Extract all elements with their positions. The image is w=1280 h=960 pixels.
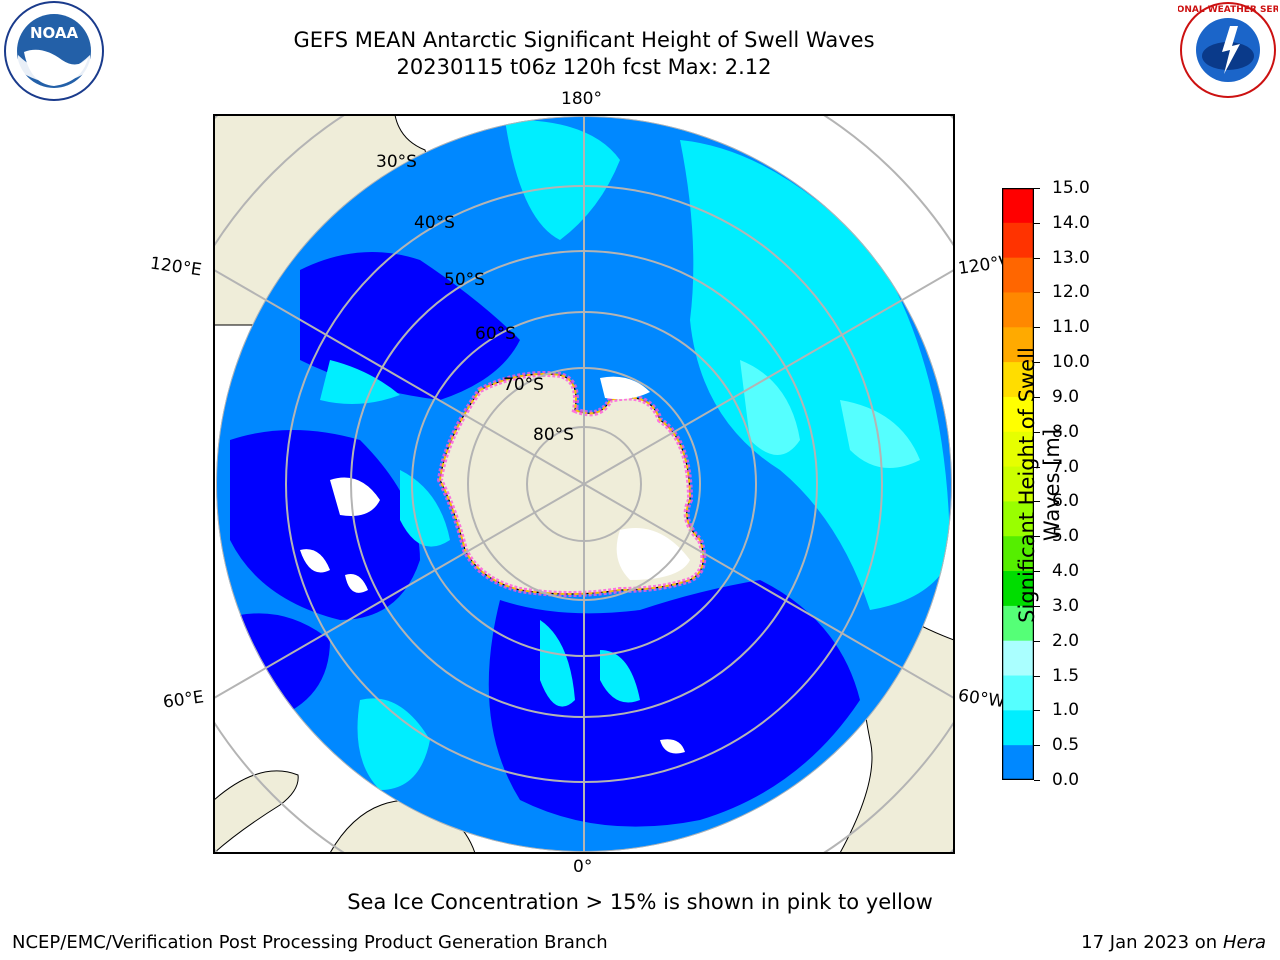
colorbar-tick-label: 12.0 (1052, 282, 1090, 303)
chart-title: GEFS MEAN Antarctic Significant Height o… (293, 28, 875, 52)
colorbar-segment (1002, 571, 1034, 607)
colorbar-segment (1002, 257, 1034, 293)
colorbar-segment (1002, 222, 1034, 259)
svg-text:NATIONAL WEATHER SERVICE: NATIONAL WEATHER SERVICE (1178, 5, 1278, 15)
colorbar-tick-label: 13.0 (1052, 247, 1090, 268)
colorbar-segment (1002, 605, 1034, 642)
colorbar-tick-mark (1034, 396, 1040, 398)
colorbar-tick-mark (1034, 710, 1040, 712)
sea-ice-fringe (438, 373, 705, 595)
colorbar-segment (1002, 640, 1034, 677)
colorbar-tick-label: 14.0 (1052, 212, 1090, 233)
colorbar-tick-mark (1034, 466, 1040, 468)
colorbar-tick-label: 7.0 (1052, 456, 1080, 477)
colorbar-tick-mark (1034, 675, 1040, 677)
colorbar-tick-label: 10.0 (1052, 352, 1090, 373)
moderate-swell-region (505, 119, 620, 240)
colorbar-segment (1002, 710, 1034, 746)
lat-label-60s: 60°S (475, 324, 516, 344)
colorbar-segment (1002, 327, 1034, 363)
colorbar-tick-mark (1034, 780, 1040, 781)
no-data-patch (345, 574, 368, 593)
colorbar-segment (1002, 675, 1034, 711)
colorbar (1002, 188, 1034, 780)
lon-label-0: 0° (573, 857, 593, 877)
colorbar-tick-label: 2.0 (1052, 630, 1080, 651)
colorbar-tick-mark (1034, 362, 1040, 364)
colorbar-tick-mark (1034, 745, 1040, 747)
colorbar-tick-label: 3.0 (1052, 595, 1080, 616)
chart-subtitle: 20230115 t06z 120h fcst Max: 2.12 (396, 55, 772, 79)
colorbar-tick-mark (1034, 327, 1040, 329)
colorbar-tick-label: 11.0 (1052, 317, 1090, 338)
colorbar-segment (1002, 466, 1034, 502)
colorbar-tick-mark (1034, 571, 1040, 573)
moderate-swell-region (540, 620, 575, 707)
lat-label-30s: 30°S (376, 152, 417, 172)
no-data-patch (330, 477, 380, 516)
colorbar-tick-label: 1.0 (1052, 700, 1080, 721)
lat-label-70s: 70°S (503, 375, 544, 395)
no-data-patch (300, 549, 330, 573)
noaa-logo: NOAA (2, 0, 106, 106)
colorbar-tick-mark (1034, 188, 1040, 189)
colorbar-tick-mark (1034, 605, 1040, 607)
colorbar-tick-mark (1034, 257, 1040, 259)
low-swell-region (230, 430, 420, 620)
colorbar-segment (1002, 362, 1034, 398)
moderate-swell-region (320, 360, 400, 404)
colorbar-segment (1002, 536, 1034, 572)
colorbar-tick-mark (1034, 431, 1040, 433)
colorbar-tick-label: 4.0 (1052, 561, 1080, 582)
colorbar-segment (1002, 292, 1034, 328)
sea-ice-caption: Sea Ice Concentration > 15% is shown in … (347, 890, 933, 914)
nws-logo: NATIONAL WEATHER SERVICE (1153, 0, 1280, 104)
footer-date: 17 Jan 2023 on Hera (1081, 932, 1266, 953)
moderate-swell-region (600, 650, 640, 703)
africa-land (214, 770, 299, 853)
colorbar-tick-label: 0.0 (1052, 770, 1080, 790)
colorbar-tick-label: 5.0 (1052, 526, 1080, 547)
footer-branch: NCEP/EMC/Verification Post Processing Pr… (12, 932, 608, 953)
colorbar-tick-mark (1034, 222, 1040, 224)
sea-ice-white (600, 376, 650, 400)
svg-text:NOAA: NOAA (30, 24, 79, 42)
sea-ice-white (616, 528, 690, 580)
colorbar-segment (1002, 396, 1034, 433)
colorbar-segment (1002, 501, 1034, 537)
colorbar-tick-mark (1034, 640, 1040, 642)
higher-swell-region (740, 360, 800, 455)
no-data-patch (660, 739, 685, 754)
lat-label-40s: 40°S (414, 213, 455, 233)
lon-label-180: 180° (561, 89, 602, 109)
lat-label-80s: 80°S (533, 425, 574, 445)
colorbar-tick-label: 8.0 (1052, 421, 1080, 442)
colorbar-segment (1002, 431, 1034, 468)
colorbar-tick-mark (1034, 292, 1040, 294)
moderate-swell-region (357, 698, 430, 790)
colorbar-tick-label: 0.5 (1052, 735, 1080, 756)
lat-label-50s: 50°S (444, 270, 485, 290)
footer-machine: Hera (1222, 932, 1266, 953)
colorbar-segment (1002, 745, 1034, 780)
colorbar-tick-label: 1.5 (1052, 665, 1080, 686)
footer-date-text: 17 Jan 2023 on (1081, 932, 1218, 953)
low-swell-region (300, 252, 520, 400)
higher-swell-region (840, 400, 920, 468)
colorbar-tick-mark (1034, 536, 1040, 538)
colorbar-tick-label: 6.0 (1052, 491, 1080, 512)
colorbar-segment (1002, 188, 1034, 224)
colorbar-tick-mark (1034, 501, 1040, 503)
colorbar-title: Significant Height of Swell Waves [m] (1015, 347, 1064, 623)
low-swell-region (488, 580, 860, 827)
colorbar-tick-label: 15.0 (1052, 178, 1090, 198)
colorbar-tick-label: 9.0 (1052, 386, 1080, 407)
